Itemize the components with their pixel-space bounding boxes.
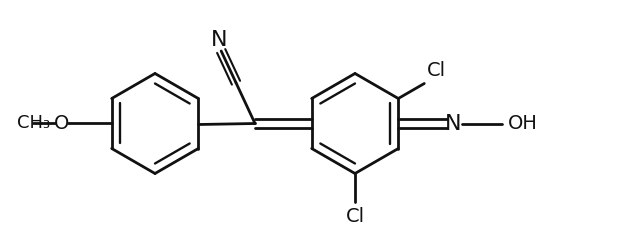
Text: Cl: Cl — [346, 207, 365, 226]
Text: CH₃: CH₃ — [17, 115, 50, 132]
Text: OH: OH — [508, 114, 538, 133]
Text: Cl: Cl — [428, 61, 447, 80]
Text: O: O — [54, 114, 70, 133]
Text: N: N — [211, 30, 228, 50]
Text: N: N — [445, 114, 461, 133]
